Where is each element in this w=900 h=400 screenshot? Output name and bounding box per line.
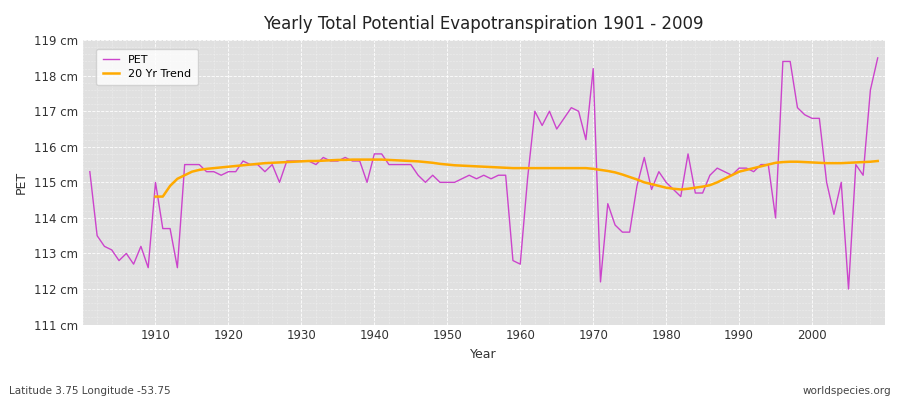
20 Yr Trend	[872, 159, 883, 164]
20 Yr Trend	[588, 166, 598, 171]
PET	[843, 287, 854, 292]
Legend: PET, 20 Yr Trend: PET, 20 Yr Trend	[96, 48, 198, 86]
X-axis label: Year: Year	[471, 348, 497, 361]
PET	[515, 262, 526, 266]
PET	[602, 201, 613, 206]
Line: 20 Yr Trend: 20 Yr Trend	[156, 160, 878, 196]
Y-axis label: PET: PET	[15, 171, 28, 194]
20 Yr Trend	[289, 159, 300, 164]
20 Yr Trend	[529, 166, 540, 170]
PET	[85, 169, 95, 174]
PET	[872, 56, 883, 60]
PET	[508, 258, 518, 263]
Text: worldspecies.org: worldspecies.org	[803, 386, 891, 396]
PET	[143, 265, 154, 270]
Title: Yearly Total Potential Evapotranspiration 1901 - 2009: Yearly Total Potential Evapotranspiratio…	[264, 15, 704, 33]
20 Yr Trend	[821, 161, 832, 166]
20 Yr Trend	[347, 157, 358, 162]
20 Yr Trend	[150, 194, 161, 199]
20 Yr Trend	[318, 158, 328, 163]
PET	[303, 159, 314, 164]
Text: Latitude 3.75 Longitude -53.75: Latitude 3.75 Longitude -53.75	[9, 386, 171, 396]
Line: PET: PET	[90, 58, 878, 289]
20 Yr Trend	[843, 160, 854, 165]
PET	[347, 159, 358, 164]
